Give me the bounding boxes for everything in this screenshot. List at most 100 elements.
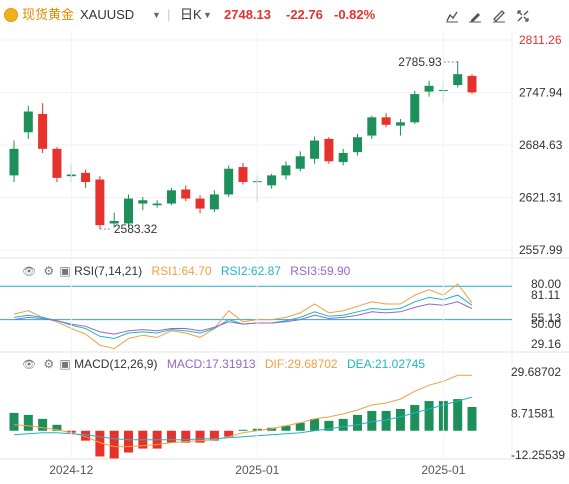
price-change: -22.76 <box>286 7 323 22</box>
rsi-axis-label: 80.00 <box>531 277 561 291</box>
dea-value: DEA:21.02745 <box>346 357 426 371</box>
rsi-line <box>13 294 473 340</box>
settings-icon[interactable]: ⚙ <box>43 357 55 371</box>
line-tool-icon[interactable] <box>442 6 462 26</box>
candle-body <box>267 175 277 186</box>
candle-body <box>38 114 48 149</box>
rsi-line <box>13 283 473 350</box>
macd-signal-line <box>13 396 473 441</box>
candle-body <box>424 85 434 92</box>
candle-body <box>310 140 320 159</box>
price-change-pct: -0.82% <box>334 7 376 22</box>
candle-body <box>195 198 205 209</box>
candle-body <box>23 111 33 133</box>
macd-signal-line <box>13 374 472 448</box>
macd-bar <box>453 399 463 431</box>
macd-bar <box>252 428 262 431</box>
macd-bar <box>424 401 434 431</box>
candle-body <box>438 89 448 91</box>
rsi-header: 👁 ⚙ ▣ RSI(7,14,21) RSI1:64.70 RSI2:62.87… <box>22 264 350 279</box>
candle-body <box>353 137 362 153</box>
candle-body <box>138 200 148 204</box>
rsi-axis-label: 50.00 <box>531 317 561 331</box>
interval-chevron-icon[interactable]: ▼ <box>203 10 212 20</box>
symbol-label[interactable]: XAUUSD <box>80 7 135 22</box>
candle-body <box>281 165 291 176</box>
chart-header: 现货黄金 XAUUSD ▼ | 日K ▼ 2748.13 -22.76 -0.8… <box>0 0 569 30</box>
rsi-label: RSI(7,14,21) <box>74 264 143 278</box>
eye-icon[interactable]: 👁 <box>22 266 36 278</box>
rsi2-value: RSI2:62.87 <box>220 264 281 278</box>
rsi3-value: RSI3:59.90 <box>290 264 351 278</box>
macd-bar <box>124 430 133 453</box>
price-axis-label: 2811.26 <box>519 33 562 47</box>
macd-bar <box>281 425 291 431</box>
rsi-line <box>13 301 473 335</box>
macd-value: MACD:17.31913 <box>166 357 256 371</box>
rsi-axis-label: 81.11 <box>531 288 560 302</box>
macd-axis-label: 29.68702 <box>511 365 561 379</box>
macd-bar <box>410 405 420 431</box>
instrument-name[interactable]: 现货黄金 <box>22 7 75 22</box>
macd-label: MACD(12,26,9) <box>74 357 158 371</box>
macd-bar <box>310 418 320 431</box>
separator: | <box>167 7 171 22</box>
candle-body <box>66 174 76 177</box>
macd-bar <box>138 430 148 449</box>
candle-body <box>9 148 19 176</box>
macd-bar <box>23 414 33 431</box>
ruler-icon[interactable] <box>489 6 509 26</box>
macd-bar <box>66 430 76 433</box>
interval-selector[interactable]: 日K <box>180 7 202 22</box>
candle-body <box>95 179 105 226</box>
low-annotation: 2583.32 <box>114 222 158 236</box>
candle-body <box>52 148 62 178</box>
macd-bar <box>295 422 305 431</box>
macd-bar <box>166 430 176 443</box>
settings-icon[interactable]: ⚙ <box>43 264 55 278</box>
last-price: 2748.13 <box>224 7 271 22</box>
macd-bar <box>224 430 234 437</box>
macd-bar <box>395 408 405 431</box>
rsi-box-icon[interactable]: ▣ <box>59 264 71 278</box>
macd-bar <box>438 401 448 431</box>
candle-body <box>367 117 377 136</box>
rsi1-value: RSI1:64.70 <box>151 264 212 278</box>
macd-axis-label: 8.71581 <box>511 407 555 421</box>
candle-body <box>467 75 477 93</box>
x-axis-date-label: 2025-01 <box>235 463 279 477</box>
candle-body <box>124 198 133 224</box>
macd-bar <box>52 424 62 431</box>
candle-body <box>410 94 420 123</box>
macd-bar <box>209 430 219 441</box>
macd-bar <box>367 410 377 431</box>
candle-body <box>238 167 248 183</box>
price-axis-label: 2684.63 <box>519 138 563 152</box>
macd-bar <box>38 418 48 431</box>
macd-bar <box>324 420 334 431</box>
candle-body <box>252 181 262 183</box>
candle-body <box>152 203 162 206</box>
candle-body <box>381 117 391 125</box>
eye-icon[interactable]: 👁 <box>22 359 36 371</box>
candle-body <box>166 190 176 204</box>
high-annotation: 2785.93 <box>398 55 442 69</box>
macd-bar <box>195 430 205 443</box>
macd-bar <box>152 430 162 449</box>
macd-bar <box>338 418 348 431</box>
chevron-down-icon[interactable]: ▼ <box>152 10 161 20</box>
macd-box-icon[interactable]: ▣ <box>59 357 71 371</box>
candle-body <box>338 152 348 163</box>
price-axis-label: 2621.31 <box>519 190 563 204</box>
macd-bar <box>95 430 105 457</box>
pencil-icon[interactable] <box>465 6 485 26</box>
macd-bar <box>381 410 391 431</box>
candle-body <box>181 189 191 199</box>
candle-body <box>324 138 334 162</box>
macd-bar <box>467 407 477 431</box>
expand-icon[interactable] <box>513 6 533 26</box>
candle-body <box>395 122 405 126</box>
macd-axis-label: -12.25539 <box>511 448 565 462</box>
x-axis-date-label: 2025-01 <box>421 463 465 477</box>
